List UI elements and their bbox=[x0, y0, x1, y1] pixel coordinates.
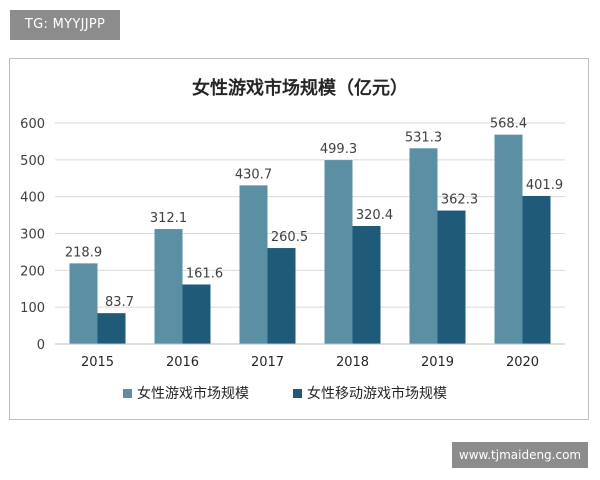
data-labels: 218.9 83.7 312.1 161.6 430.7 260.5 499.3 320.4 5… bbox=[65, 117, 563, 311]
x-tick-label: 2015 bbox=[81, 355, 114, 370]
x-tick-label: 2017 bbox=[251, 355, 284, 370]
data-label: 401.9 bbox=[526, 178, 563, 193]
legend: 女性游戏市场规模 女性移动游戏市场规模 bbox=[123, 385, 447, 402]
bar-mobile-2019 bbox=[437, 210, 466, 344]
bar-total-2017 bbox=[239, 185, 268, 344]
bar-mobile-2016 bbox=[182, 284, 211, 344]
x-tick-label: 2016 bbox=[166, 355, 199, 370]
data-label: 499.3 bbox=[320, 142, 357, 157]
x-tick-label: 2020 bbox=[506, 355, 539, 370]
x-axis-ticks: 2015 2016 2017 2018 2019 2020 bbox=[81, 355, 539, 370]
bar-total-2018 bbox=[324, 160, 353, 344]
y-tick-label: 400 bbox=[20, 191, 45, 206]
bars bbox=[69, 134, 551, 344]
y-tick-label: 200 bbox=[20, 264, 45, 279]
gridlines bbox=[55, 122, 565, 308]
chart-title: 女性游戏市场规模（亿元） bbox=[192, 77, 408, 99]
data-label: 218.9 bbox=[65, 245, 102, 260]
x-tick-label: 2018 bbox=[336, 355, 369, 370]
data-label: 83.7 bbox=[105, 295, 134, 310]
legend-label: 女性游戏市场规模 bbox=[137, 385, 249, 402]
legend-swatch bbox=[293, 389, 302, 398]
y-tick-label: 500 bbox=[20, 154, 45, 169]
data-label: 531.3 bbox=[405, 130, 442, 145]
bar-total-2020 bbox=[494, 134, 523, 344]
data-label: 312.1 bbox=[150, 211, 187, 226]
bar-mobile-2017 bbox=[267, 248, 296, 344]
y-tick-label: 0 bbox=[37, 338, 45, 353]
bar-total-2015 bbox=[69, 263, 98, 344]
y-tick-label: 600 bbox=[20, 117, 45, 132]
y-tick-label: 100 bbox=[20, 301, 45, 316]
data-label: 430.7 bbox=[235, 167, 272, 182]
chart-frame bbox=[9, 58, 589, 420]
data-label: 260.5 bbox=[271, 230, 308, 245]
data-label: 161.6 bbox=[186, 266, 223, 281]
legend-label: 女性移动游戏市场规模 bbox=[307, 385, 447, 402]
bar-mobile-2015 bbox=[97, 313, 126, 344]
data-label: 362.3 bbox=[441, 193, 478, 208]
bar-total-2019 bbox=[409, 148, 438, 344]
bar-total-2016 bbox=[154, 229, 183, 344]
legend-swatch bbox=[123, 389, 132, 398]
watermark-badge: www.tjmaideng.com bbox=[452, 442, 588, 468]
data-label: 320.4 bbox=[356, 208, 393, 223]
y-axis-ticks: 0 100 200 300 400 500 600 bbox=[20, 117, 45, 353]
tag-badge: TG: MYYJJPP bbox=[10, 10, 120, 40]
data-label: 568.4 bbox=[490, 117, 527, 132]
bar-mobile-2020 bbox=[522, 195, 551, 344]
y-tick-label: 300 bbox=[20, 228, 45, 243]
x-tick-label: 2019 bbox=[421, 355, 454, 370]
bar-mobile-2018 bbox=[352, 225, 381, 344]
